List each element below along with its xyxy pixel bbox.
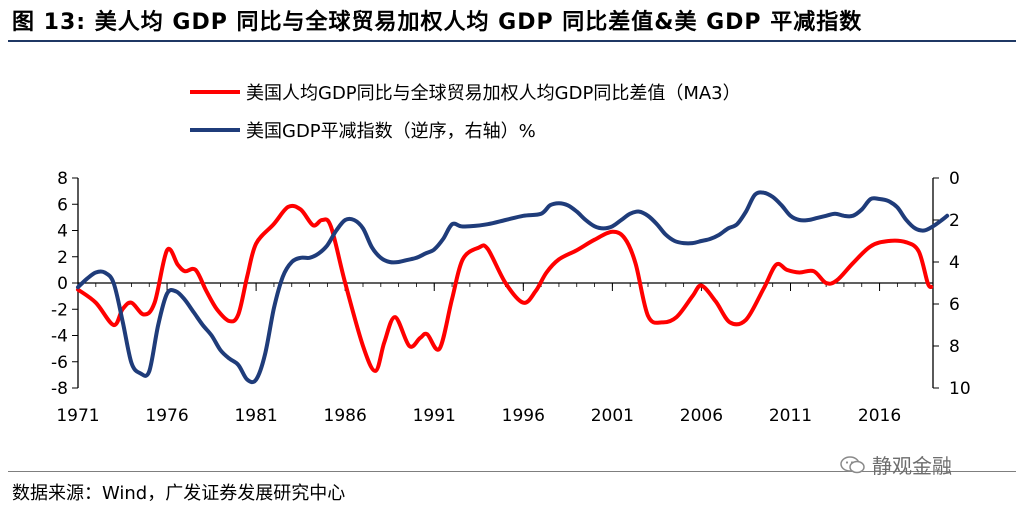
left-tick-label: 2 xyxy=(57,248,68,268)
left-tick-label: 8 xyxy=(57,169,68,189)
left-tick-label: 0 xyxy=(57,274,68,294)
watermark-text: 静观金融 xyxy=(872,454,952,478)
x-tick-label: 1996 xyxy=(502,406,545,426)
x-tick-label: 1991 xyxy=(413,406,456,426)
x-tick-label: 1981 xyxy=(234,406,277,426)
x-tick-label: 2011 xyxy=(769,406,812,426)
figure-title: 图 13: 美人均 GDP 同比与全球贸易加权人均 GDP 同比差值&美 GDP… xyxy=(12,10,863,35)
wechat-icon xyxy=(840,455,865,473)
right-tick-label: 2 xyxy=(949,211,960,231)
legend-label: 美国人均GDP同比与全球贸易加权人均GDP同比差值（MA3） xyxy=(246,83,741,104)
series-layer xyxy=(76,190,950,385)
legend-label: 美国GDP平减指数（逆序，右轴）% xyxy=(246,121,536,142)
left-tick-label: -8 xyxy=(51,379,68,399)
x-tick-label: 2006 xyxy=(680,406,723,426)
left-tick-label: -4 xyxy=(51,327,68,347)
left-tick-label: 6 xyxy=(57,195,68,215)
axes-layer: 8 6 4 2 0 -2 -4 -6 -8 0 2 4 6 8 10 1971 1976 1981 1986 1991… xyxy=(51,169,971,426)
x-tick-label: 2001 xyxy=(591,406,634,426)
left-tick-label: -2 xyxy=(51,300,68,320)
left-tick-label: -6 xyxy=(51,353,68,373)
series-blue-line xyxy=(76,190,950,385)
right-tick-label: 4 xyxy=(949,253,960,273)
x-tick-label: 1971 xyxy=(56,406,99,426)
x-tick-label: 1986 xyxy=(324,406,367,426)
x-tick-label: 1976 xyxy=(145,406,188,426)
right-tick-label: 0 xyxy=(949,169,960,189)
source-divider xyxy=(8,471,1016,472)
title-divider xyxy=(8,40,1016,42)
data-source: 数据来源：Wind，广发证券发展研究中心 xyxy=(12,483,346,504)
left-tick-label: 4 xyxy=(57,222,68,242)
x-tick-label: 2016 xyxy=(858,406,901,426)
chart: 8 6 4 2 0 -2 -4 -6 -8 0 2 4 6 8 10 1971 1976 1981 1986 1991… xyxy=(51,83,971,426)
right-tick-label: 6 xyxy=(949,295,960,315)
watermark: 静观金融 xyxy=(840,450,952,479)
right-tick-label: 10 xyxy=(949,379,971,399)
right-tick-label: 8 xyxy=(949,337,960,357)
series-red-line xyxy=(76,203,934,373)
legend: 美国人均GDP同比与全球贸易加权人均GDP同比差值（MA3） 美国GDP平减指数（… xyxy=(190,83,741,142)
